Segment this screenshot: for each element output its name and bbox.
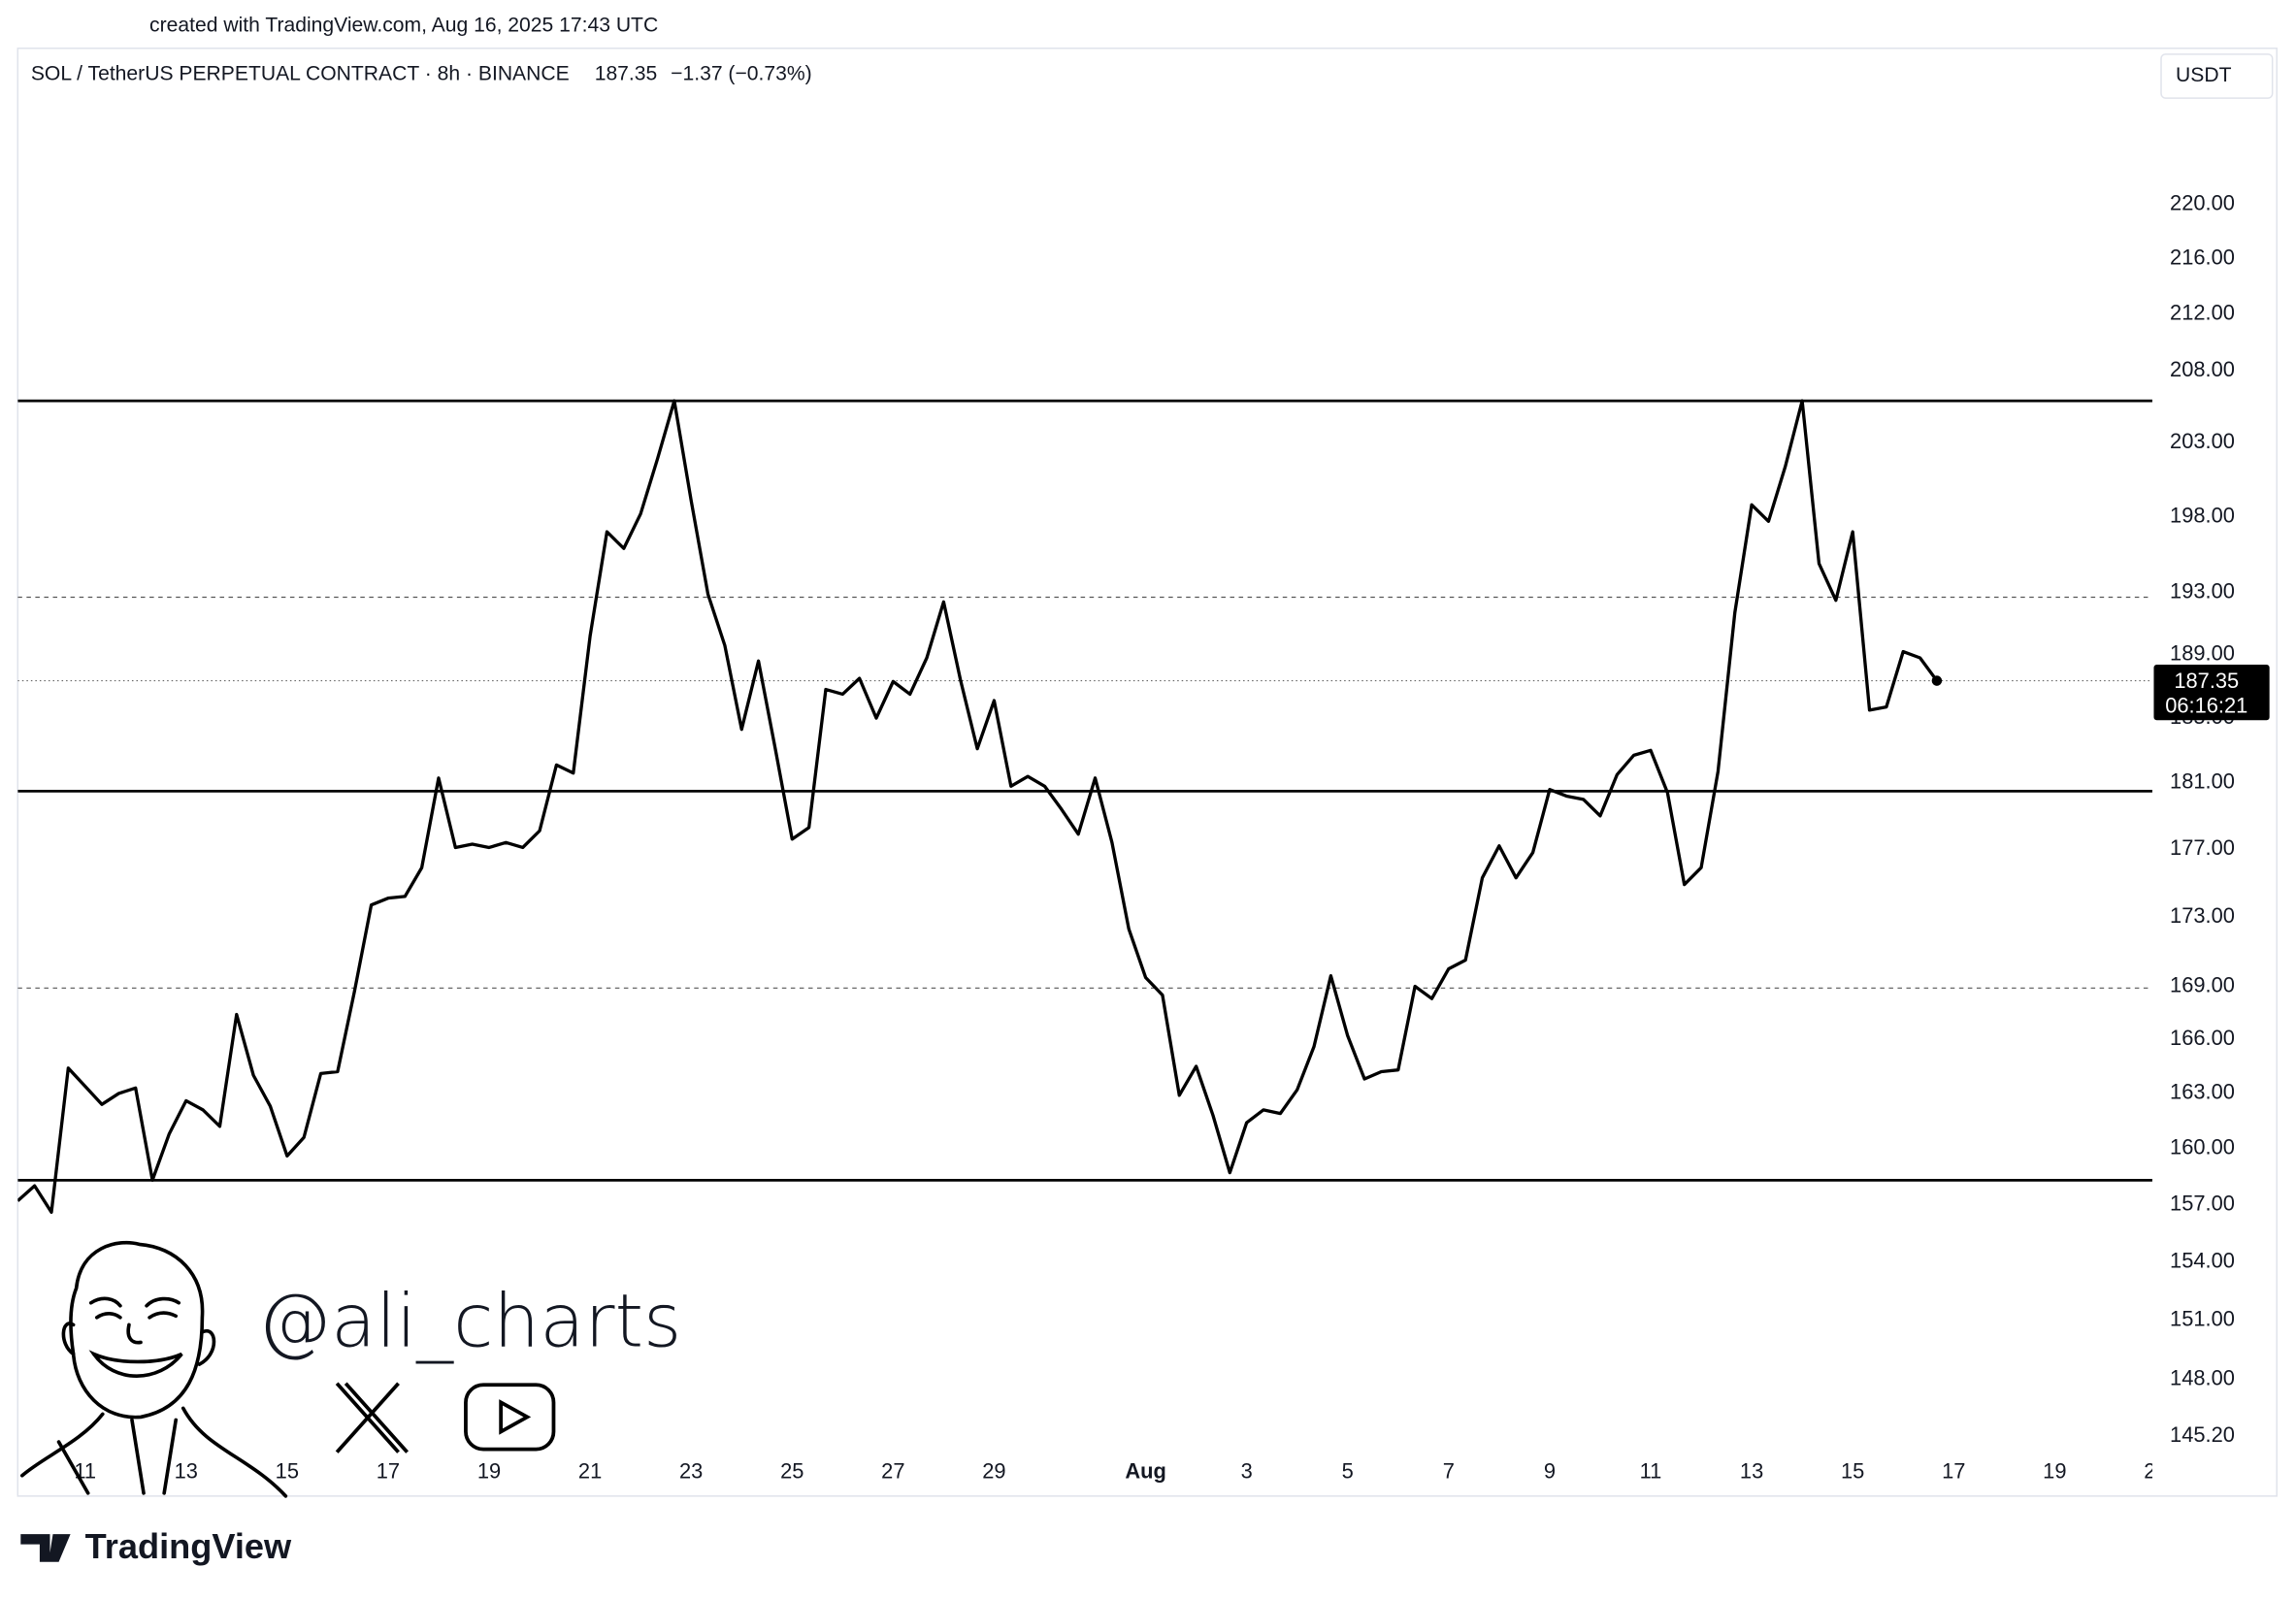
y-tick-label: 177.00 (2170, 835, 2235, 860)
plot-area (17, 399, 2152, 1214)
price-tag-value: 187.35 (2174, 669, 2239, 693)
currency-label[interactable]: USDT (2176, 64, 2232, 86)
y-tick-label: 169.00 (2170, 972, 2235, 996)
portrait (20, 1240, 288, 1498)
price-tag-countdown: 06:16:21 (2165, 693, 2247, 717)
y-tick-label: 189.00 (2170, 641, 2235, 666)
last-point (1931, 675, 1943, 686)
y-tick-label: 208.00 (2170, 357, 2235, 381)
y-axis: 220.00 216.00 212.00 208.00 203.00 198.00 193.… (2153, 191, 2270, 1447)
caption: created with TradingView.com, Aug 16, 20… (149, 15, 658, 37)
social-icons (335, 1382, 556, 1453)
x-tick-label: 25 (780, 1459, 804, 1484)
x-tick-label: 15 (276, 1459, 299, 1484)
handle: @ali_charts (258, 1278, 682, 1363)
x-tick-label: 5 (1342, 1459, 1354, 1484)
x-tick-label: Aug (1125, 1459, 1166, 1484)
y-tick-label: 157.00 (2170, 1191, 2235, 1215)
y-tick-label: 216.00 (2170, 245, 2235, 270)
price-tag (2153, 664, 2270, 721)
x-tick-label: 21 (2144, 1459, 2167, 1484)
x-tick-label: 13 (175, 1459, 198, 1484)
x-tick-label: 19 (2043, 1459, 2066, 1484)
currency-box[interactable] (2160, 53, 2274, 99)
x-icon[interactable] (335, 1382, 410, 1453)
youtube-icon[interactable] (464, 1383, 556, 1452)
brand-mark (20, 1534, 71, 1562)
price-line (17, 399, 1939, 1214)
y-tick-label: 151.00 (2170, 1306, 2235, 1330)
symbol-title: SOL / TetherUS PERPETUAL CONTRACT · 8h ·… (31, 63, 570, 85)
x-tick-label: 9 (1544, 1459, 1556, 1484)
x-tick-label: 23 (679, 1459, 703, 1484)
y-tick-label: 148.00 (2170, 1366, 2235, 1390)
y-tick-label: 163.00 (2170, 1080, 2235, 1104)
x-tick-label: 19 (477, 1459, 501, 1484)
x-tick-label: 13 (1740, 1459, 1763, 1484)
header-price: 187.35 (595, 63, 658, 85)
y-tick-label: 203.00 (2170, 429, 2235, 453)
x-tick-label: 21 (578, 1459, 602, 1484)
y-tick-label: 173.00 (2170, 903, 2235, 928)
y-tick-label: 181.00 (2170, 769, 2235, 794)
youtube-play (499, 1399, 532, 1435)
chart-frame (16, 48, 2278, 1497)
x-tick-label: 17 (1942, 1459, 1965, 1484)
header-change: −1.37 (−0.73%) (671, 63, 812, 85)
x-tick-label: 3 (1241, 1459, 1253, 1484)
x-tick-label: 15 (1841, 1459, 1864, 1484)
x-tick-label: 29 (982, 1459, 1005, 1484)
x-tick-label: 27 (881, 1459, 904, 1484)
y-tick-label: 145.20 (2170, 1422, 2235, 1447)
y-tick-label: 220.00 (2170, 191, 2235, 215)
brand-logo: TradingView (20, 1526, 292, 1566)
y-tick-label: 198.00 (2170, 503, 2235, 527)
y-tick-label: 160.00 (2170, 1134, 2235, 1159)
y-tick-label: 154.00 (2170, 1248, 2235, 1272)
y-tick-label: 193.00 (2170, 579, 2235, 604)
x-tick-label: 11 (1640, 1459, 1662, 1484)
brand-name: TradingView (85, 1526, 292, 1566)
y-tick-label: 166.00 (2170, 1026, 2235, 1050)
x-tick-label: 17 (377, 1459, 400, 1484)
x-tick-label: 7 (1443, 1459, 1455, 1484)
y-tick-label: 212.00 (2170, 301, 2235, 325)
x-axis: 11 13 15 17 19 21 23 25 27 29 Aug 3 5 7 9 11 13 15 17 19 21 (74, 1459, 2167, 1484)
